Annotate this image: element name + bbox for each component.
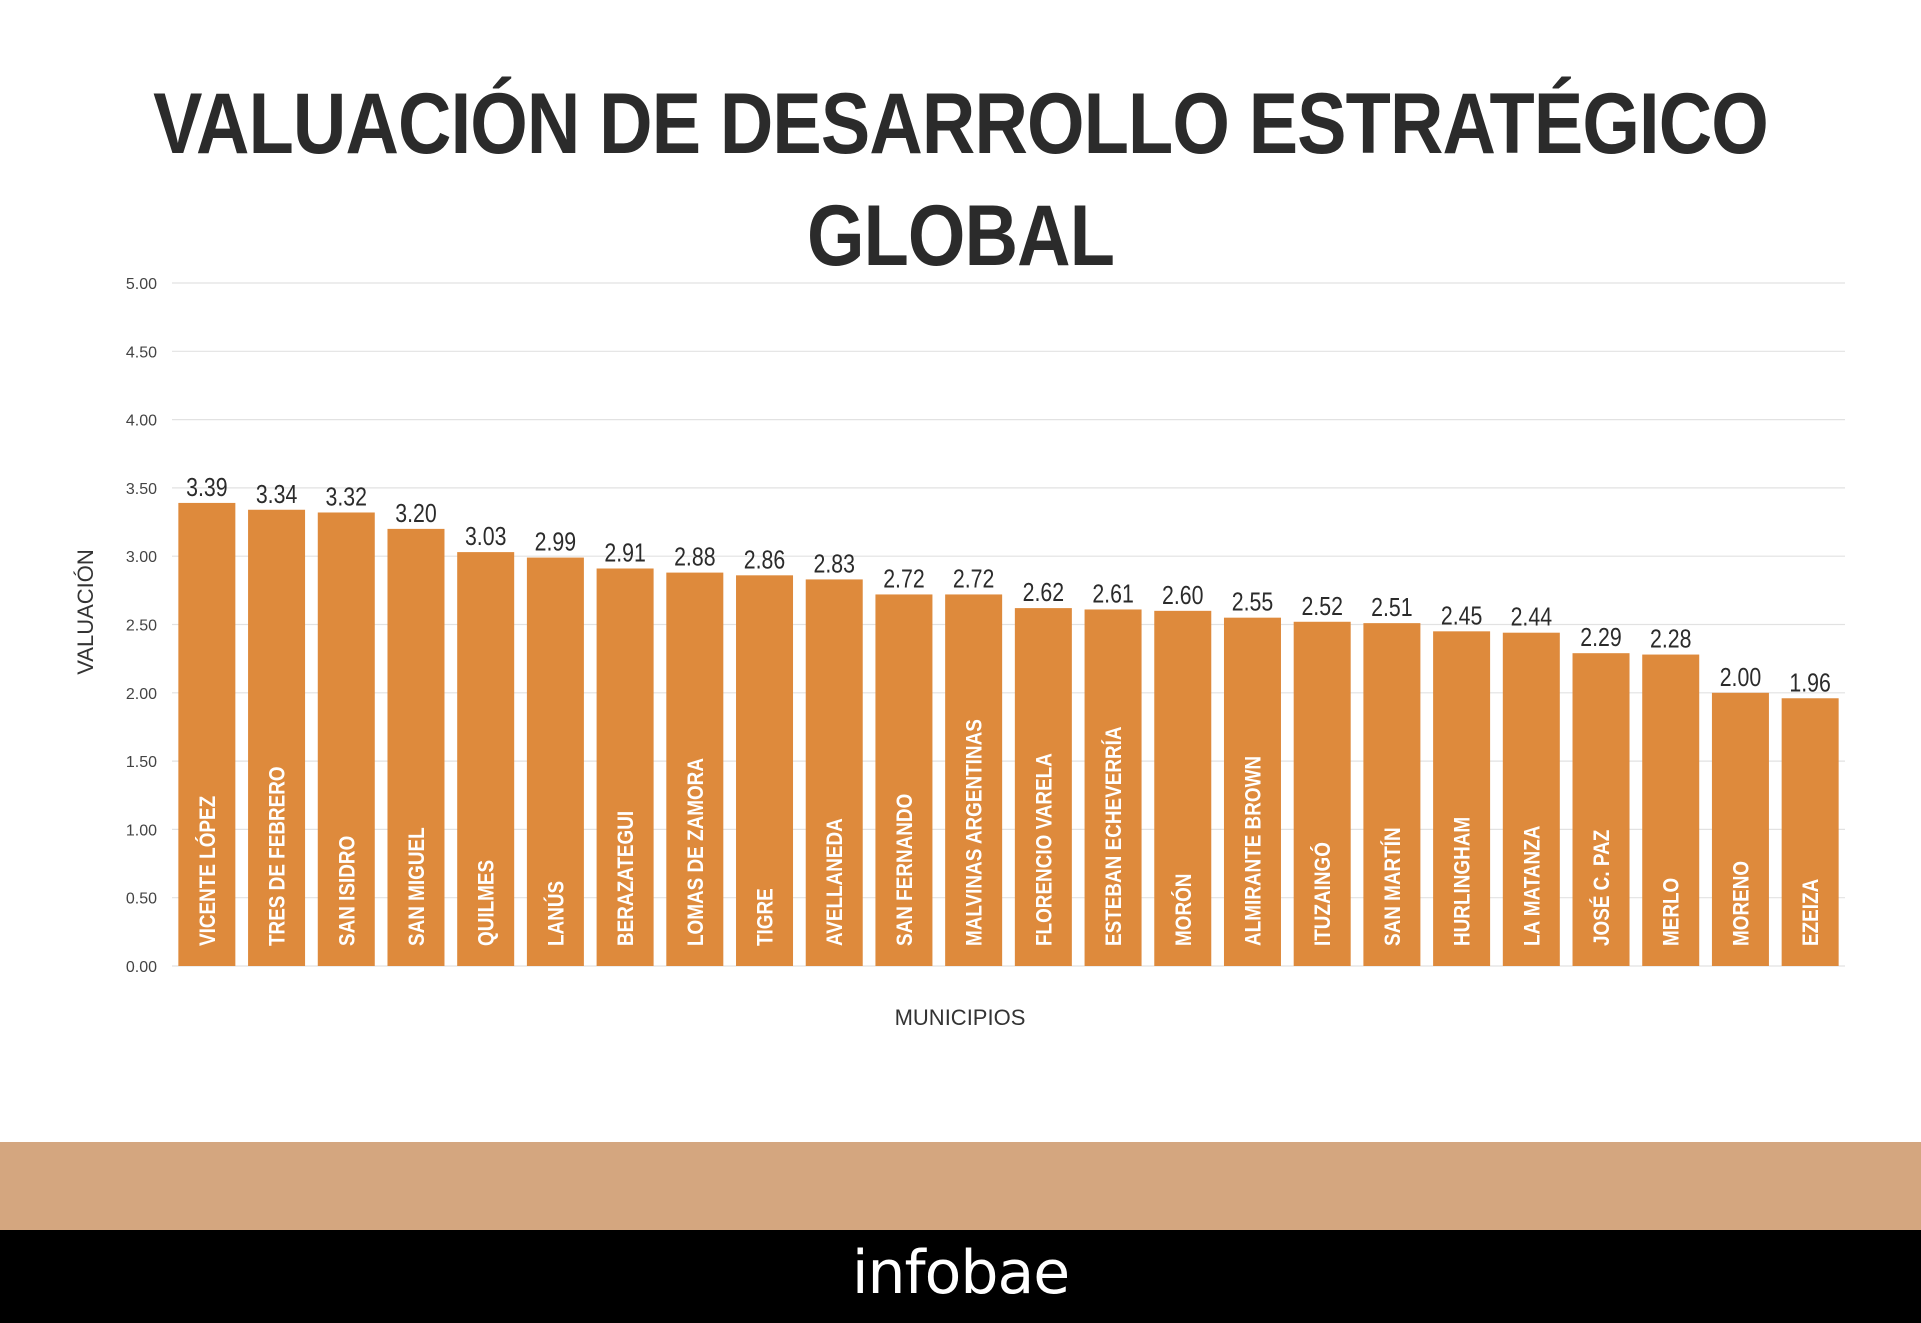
bar [736,575,794,966]
data-label: 3.34 [256,480,297,510]
data-label: 2.88 [674,543,715,573]
category-label: HURLINGHAM [1450,817,1475,946]
chart-title: VALUACIÓN DE DESARROLLO ESTRATÉGICO GLOB… [153,76,1769,284]
data-label: 2.28 [1650,625,1691,655]
category-label: SAN MIGUEL [405,827,430,946]
category-label: AVELLANEDA [823,818,848,946]
category-label: JOSÉ C. PAZ [1590,830,1615,946]
bar [1433,631,1491,966]
data-label: 2.62 [1023,578,1064,608]
category-label: BERAZATEGUI [614,811,639,946]
bar [1781,698,1839,966]
data-label: 2.72 [953,564,994,594]
y-axis-title: VALUACIÓN [73,549,98,675]
data-label: 2.00 [1720,663,1761,693]
y-tick-label: 1.50 [126,754,157,771]
bar [805,579,863,966]
data-label: 2.52 [1301,592,1342,622]
data-label: 3.20 [395,499,436,529]
category-label: ITUZAINGÓ [1310,842,1336,946]
y-tick-label: 4.00 [126,413,157,430]
category-label: ESTEBAN ECHEVERRÍA [1102,726,1127,946]
footer-band [0,1142,1921,1230]
bar [1363,623,1421,966]
category-label: LA MATANZA [1520,825,1545,946]
data-label: 2.60 [1162,581,1203,611]
bar [1572,653,1630,966]
category-label: SAN FERNANDO [893,794,918,946]
bar [666,572,724,966]
y-tick-label: 4.50 [126,344,157,361]
bar [178,502,236,966]
bar [457,552,515,966]
bar [875,594,933,966]
infobae-logo: infobae [851,1238,1070,1308]
y-tick-label: 5.00 [126,276,157,293]
y-tick-label: 2.00 [126,686,157,703]
category-label: MORÓN [1170,874,1196,946]
bar [1293,621,1351,966]
y-tick-label: 0.50 [126,891,157,908]
category-label: EZEIZA [1799,879,1824,946]
category-label: SAN ISIDRO [335,836,360,946]
category-label: MORENO [1729,861,1754,946]
data-label: 2.83 [813,549,854,579]
bar [526,557,584,966]
data-label: 2.86 [744,545,785,575]
bar [1711,692,1769,966]
y-tick-label: 1.00 [126,822,157,839]
category-label: SAN MARTÍN [1381,827,1406,946]
category-label: MERLO [1659,878,1684,946]
category-label: ALMIRANTE BROWN [1241,756,1266,946]
footer-bar [0,1230,1921,1323]
y-tick-label: 3.50 [126,481,157,498]
data-label: 2.29 [1580,623,1621,653]
data-label: 1.96 [1789,668,1830,698]
bar [1642,654,1700,966]
category-label: TIGRE [753,888,778,946]
data-label: 2.55 [1232,588,1273,618]
bar [945,594,1003,966]
data-label: 2.99 [535,528,576,558]
data-label: 2.45 [1441,601,1482,631]
y-tick-label: 0.00 [126,959,157,976]
data-label: 3.39 [186,473,227,503]
data-label: 2.91 [604,539,645,569]
bar [1084,609,1142,966]
y-tick-label: 2.50 [126,618,157,635]
data-label: 3.03 [465,522,506,552]
category-label: VICENTE LÓPEZ [194,796,220,946]
category-label: LANÚS [543,881,569,946]
x-axis-title: MUNICIPIOS [895,1005,1026,1030]
category-label: FLORENCIO VARELA [1032,753,1057,946]
data-label: 2.61 [1092,580,1133,610]
data-label: 2.51 [1371,593,1412,623]
bar [387,528,445,966]
bar [1154,610,1212,966]
bar [1014,608,1072,966]
y-tick-label: 3.00 [126,549,157,566]
category-label: LOMAS DE ZAMORA [684,758,709,946]
bar [596,568,654,966]
bar [317,512,375,966]
bar [1502,632,1560,966]
bar [248,509,306,966]
bar-chart: 0.00 0.50 1.00 1.50 2.00 2.50 3.00 3.50 4.00 4.50… [73,276,1845,1030]
category-label: TRES DE FEBRERO [265,766,290,946]
category-label: QUILMES [474,860,499,946]
data-label: 2.44 [1511,603,1552,633]
bar [1223,617,1281,966]
data-label: 3.32 [326,483,367,513]
category-label: MALVINAS ARGENTINAS [962,719,987,946]
data-label: 2.72 [883,564,924,594]
